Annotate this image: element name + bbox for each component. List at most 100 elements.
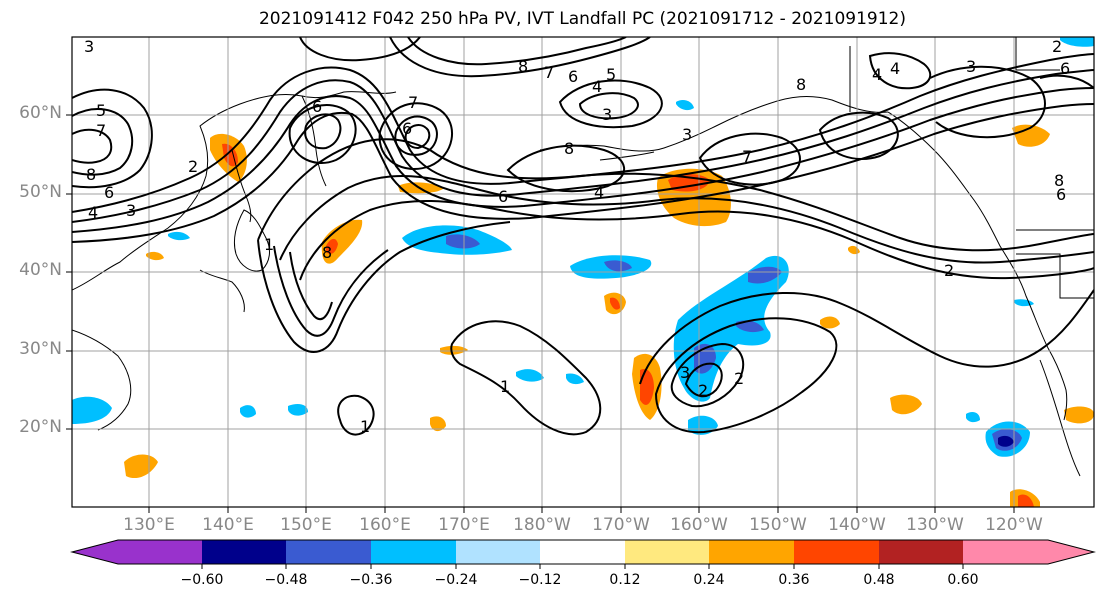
ivt-warm-patch (430, 416, 446, 432)
contour-label: 7 (96, 121, 106, 140)
pv-contour-labels: 3 5 7 8 6 4 3 2 8 6 7 6 5 4 3 7 8 6 4 3 … (84, 37, 1070, 436)
contour-label: 7 (544, 63, 554, 82)
ivt-cold-core (604, 260, 632, 272)
colorbar-bin (286, 540, 371, 564)
ivt-shading (72, 37, 1094, 507)
ivt-cold-patch (1014, 299, 1034, 307)
lon-label: 140°E (202, 515, 254, 535)
pv-contour (450, 320, 602, 436)
contour-label: 1 (360, 417, 370, 436)
lat-label: 20°N (19, 417, 62, 437)
border-us-states (1016, 253, 1094, 299)
ivt-warm-patch (146, 251, 164, 261)
lon-label: 130°E (123, 515, 175, 535)
contour-label: 3 (680, 363, 690, 382)
contour-label: 8 (322, 243, 332, 262)
contour-label: 4 (872, 65, 882, 84)
pv-contour (289, 251, 333, 321)
ivt-cold-patch (966, 412, 980, 423)
pv-contour (299, 200, 1094, 281)
lon-ticks (148, 507, 1015, 513)
pv-contour (72, 103, 1094, 243)
pv-contour (257, 221, 511, 353)
pv-contour (929, 65, 1046, 139)
contour-label: 4 (592, 77, 602, 96)
contour-label: 5 (96, 101, 106, 120)
ivt-warm-core (610, 297, 620, 310)
ivt-cold-core (736, 320, 764, 333)
contour-label: 6 (1056, 185, 1066, 204)
contour-label: 8 (86, 165, 96, 184)
colorbar-tick-label: 0.60 (947, 572, 979, 588)
lon-label: 150°E (280, 515, 332, 535)
contour-label: 3 (84, 37, 94, 56)
ivt-warm-patch (398, 182, 444, 194)
contour-label: 8 (796, 75, 806, 94)
pv-contour (304, 113, 342, 150)
colorbar-extend-low (72, 540, 202, 564)
lat-label: 40°N (19, 260, 62, 280)
lon-label: 180°W (513, 515, 571, 535)
pv-contour (337, 394, 375, 436)
contour-label: 2 (944, 261, 954, 280)
contour-label: 7 (742, 147, 752, 166)
pv-contour (378, 102, 454, 170)
pv-contour (72, 88, 153, 189)
pv-contour (654, 317, 838, 434)
contour-label: 6 (104, 183, 114, 202)
coastline-alaska (539, 96, 889, 152)
pv-contour (72, 128, 113, 164)
ivt-warm-core (326, 238, 338, 254)
lat-label: 50°N (19, 182, 62, 202)
ivt-cold-patch (240, 405, 256, 418)
pv-contour (72, 108, 134, 176)
lat-label: 60°N (19, 103, 62, 123)
lon-label: 170°W (592, 515, 650, 535)
lon-label: 170°E (438, 515, 490, 535)
pv-contour (698, 132, 801, 186)
contour-label: 2 (1052, 37, 1062, 56)
ivt-warm-patch (820, 316, 840, 329)
colorbar-tick-label: 0.48 (863, 572, 895, 588)
contour-label: 6 (312, 97, 322, 116)
lon-label: 160°E (359, 515, 411, 535)
pv-contour (868, 52, 932, 90)
colorbar-bin (794, 540, 879, 564)
contour-label: 2 (188, 157, 198, 176)
contour-label: 1 (500, 377, 510, 396)
contour-label: 5 (606, 65, 616, 84)
lon-label: 120°W (985, 515, 1043, 535)
colorbar (70, 539, 1096, 569)
pv-contour (389, 37, 651, 78)
pv-contour (299, 37, 421, 62)
colorbar-bin (456, 540, 540, 564)
contour-label: 3 (966, 57, 976, 76)
pv-contour (72, 87, 1094, 233)
pv-contour (72, 53, 1094, 213)
contour-label: 6 (1060, 59, 1070, 78)
ivt-cold-patch (72, 396, 112, 424)
pv-contour (394, 115, 438, 156)
colorbar-tick-label: −0.60 (180, 572, 224, 588)
contour-label: 6 (402, 119, 412, 138)
contour-label: 6 (498, 187, 508, 206)
lon-label: 140°W (828, 515, 886, 535)
contour-label: 3 (682, 125, 692, 144)
colorbar-tick-label: −0.48 (264, 572, 308, 588)
contour-label: 7 (408, 93, 418, 112)
pv-contour (279, 174, 1094, 264)
colorbar-bin (625, 540, 709, 564)
colorbar-outline (70, 539, 1096, 565)
pv-contour (1039, 74, 1094, 89)
contour-label: 6 (568, 67, 578, 86)
contour-label: 3 (602, 105, 612, 124)
coastlines (72, 37, 1094, 477)
pv-contour (578, 92, 639, 120)
colorbar-extend-high (963, 540, 1094, 564)
pv-contour (639, 289, 1094, 385)
lat-label: 30°N (19, 339, 62, 359)
ivt-cold-patch (676, 100, 694, 111)
pv-contour (818, 111, 899, 160)
colorbar-tick-label: −0.24 (434, 572, 478, 588)
